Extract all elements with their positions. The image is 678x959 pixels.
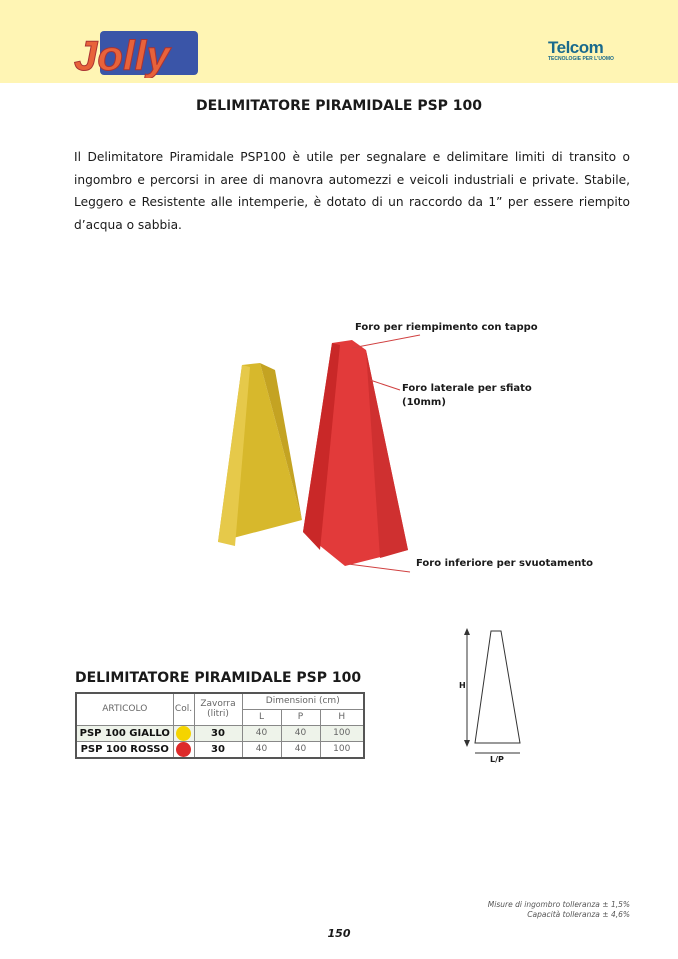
header-p: P: [280, 708, 321, 726]
header: Jolly Telcom TECNOLOGIE PER L'UOMO: [0, 0, 678, 83]
dimension-diagram: [464, 628, 521, 754]
header-l: L: [241, 708, 282, 726]
color-swatch-yellow: [176, 725, 191, 741]
cell-l: 40: [241, 724, 282, 742]
height-label: H: [459, 681, 466, 690]
cell-h: 100: [319, 724, 365, 742]
cell-p: 40: [280, 740, 321, 758]
callout-side-size: (10mm): [402, 397, 446, 408]
description: Il Delimitatore Piramidale PSP100 è util…: [74, 150, 630, 232]
table-row: PSP 100 ROSSO 30 40 40 100: [75, 740, 365, 758]
cell-color: [172, 724, 195, 742]
callout-top: Foro per riempimento con tappo: [355, 322, 538, 333]
jolly-logo: Jolly: [74, 31, 198, 78]
svg-text:Jolly: Jolly: [74, 32, 172, 78]
cell-h: 100: [319, 740, 365, 758]
cell-zavorra: 30: [193, 724, 243, 742]
table-row: PSP 100 GIALLO 30 40 40 100: [75, 724, 365, 742]
product-table: ARTICOLO Col. Zavorra (litri) Dimensioni…: [75, 692, 365, 759]
header-h: H: [319, 708, 365, 726]
note-dimensions: Misure di ingombro tolleranza ± 1,5%: [487, 900, 630, 909]
callout-bottom: Foro inferiore per svuotamento: [416, 558, 593, 569]
color-swatch-red: [176, 741, 191, 757]
telcom-name: Telcom: [548, 38, 604, 57]
page-title: DELIMITATORE PIRAMIDALE PSP 100: [195, 98, 483, 114]
telcom-tagline: TECNOLOGIE PER L'UOMO: [548, 56, 614, 62]
header-col: Col.: [172, 692, 195, 726]
page-number: 150: [327, 927, 351, 940]
cell-l: 40: [241, 740, 282, 758]
callout-side: Foro laterale per sfiato: [402, 383, 532, 394]
cell-articolo: PSP 100 GIALLO: [75, 724, 174, 742]
cell-p: 40: [280, 724, 321, 742]
product-photo: [218, 334, 421, 573]
cell-zavorra: 30: [193, 740, 243, 758]
header-articolo: ARTICOLO: [75, 692, 174, 726]
header-dimensioni: Dimensioni (cm): [241, 692, 365, 710]
cell-articolo: PSP 100 ROSSO: [75, 740, 174, 758]
header-zavorra: Zavorra (litri): [193, 692, 243, 726]
note-capacity: Capacità tolleranza ± 4,6%: [527, 910, 630, 919]
cell-color: [172, 740, 195, 758]
width-depth-label: L/P: [490, 755, 504, 764]
tolerance-notes: Misure di ingombro tolleranza ± 1,5% Cap…: [488, 900, 630, 920]
telcom-logo: Telcom TECNOLOGIE PER L'UOMO: [548, 38, 614, 62]
table-title: DELIMITATORE PIRAMIDALE PSP 100: [75, 670, 362, 686]
